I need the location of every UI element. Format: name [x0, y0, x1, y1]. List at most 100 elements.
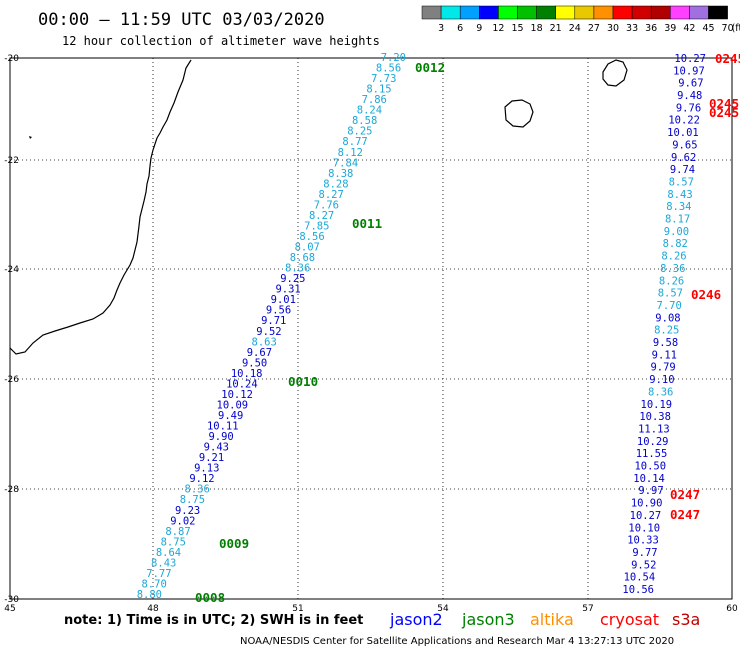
wave-height-value: 10.90: [631, 498, 663, 510]
pass-time-label: 0011: [352, 216, 382, 231]
wave-height-value: 9.08: [655, 312, 680, 324]
wave-height-value: 8.80: [137, 589, 162, 601]
latitude-tick-label: -22: [4, 156, 19, 166]
island-mark: [29, 136, 32, 139]
colorbar-swatch: [594, 6, 613, 19]
colorbar-swatch: [709, 6, 728, 19]
wave-height-value: 8.26: [659, 275, 684, 287]
colorbar-label: 45: [702, 23, 714, 34]
latitude-tick-label: -28: [4, 485, 19, 495]
colorbar-label: 39: [664, 23, 676, 34]
colorbar-swatch: [537, 6, 556, 19]
wave-height-value: 9.00: [664, 226, 689, 238]
reunion-island: [505, 100, 533, 127]
wave-height-value: 11.55: [636, 448, 668, 460]
satellite-legend-entry: jason3: [461, 610, 515, 629]
wave-height-value: 10.14: [633, 473, 665, 485]
pass-time-label: 0009: [219, 536, 249, 551]
satellite-legend-entry: s3a: [672, 610, 700, 629]
wave-height-value: 9.79: [650, 362, 675, 374]
latitude-tick-label: -20: [4, 54, 19, 64]
page-title: 00:00 – 11:59 UTC 03/03/2020: [38, 10, 325, 30]
colorbar-swatch: [689, 6, 708, 19]
wave-height-value: 9.74: [670, 164, 695, 176]
pass-time-label: 0246: [691, 287, 721, 302]
wave-height-value: 8.57: [658, 288, 683, 300]
wave-height-value: 8.25: [654, 325, 679, 337]
jason-track-west: 7.208.567.738.157.868.248.588.258.778.12…: [137, 52, 445, 605]
colorbar-label: 21: [550, 23, 562, 34]
page-subtitle: 12 hour collection of altimeter wave hei…: [62, 34, 380, 48]
pass-time-label: 0008: [195, 590, 225, 605]
wave-height-value: 8.57: [669, 176, 694, 188]
wave-height-value: 8.36: [648, 386, 673, 398]
colorbar-label: 30: [607, 23, 619, 34]
satellite-legend-entry: cryosat: [600, 610, 659, 629]
colorbar-label: 6: [457, 23, 463, 34]
map-frame: -20-22-24-26-28-30 45 48 51 54 57 60 7.208.56…: [4, 51, 740, 614]
wave-height-value: 9.67: [678, 78, 703, 90]
wave-height-value: 10.27: [674, 53, 706, 65]
graticule: [10, 58, 732, 599]
colorbar-label: 15: [511, 23, 523, 34]
pass-time-label: 0245: [709, 105, 739, 120]
pass-time-label: 0010: [288, 374, 318, 389]
wave-height-value: 9.48: [677, 90, 702, 102]
colorbar-label: 12: [492, 23, 504, 34]
wave-height-value: 10.50: [634, 461, 666, 473]
wave-height-value: 8.36: [660, 263, 685, 275]
colorbar-swatch: [422, 6, 441, 19]
colorbar-label: 18: [531, 23, 543, 34]
wave-height-value: 9.65: [672, 139, 697, 151]
colorbar-swatch: [670, 6, 689, 19]
latitude-tick-label: -24: [4, 265, 19, 275]
colorbar-label: 33: [626, 23, 638, 34]
colorbar-swatch: [632, 6, 651, 19]
pass-time-label: 0247: [670, 507, 700, 522]
wave-height-value: 9.77: [632, 547, 657, 559]
wave-height-value: 10.27: [630, 510, 662, 522]
colorbar-swatch: [651, 6, 670, 19]
colorbar-label: 24: [569, 23, 581, 34]
wave-height-value: 8.82: [663, 238, 688, 250]
colorbar-label: 3: [438, 23, 444, 34]
wave-height-value: 10.97: [673, 65, 705, 77]
wave-height-value: 11.13: [638, 423, 670, 435]
longitude-tick-label: 60: [726, 604, 738, 614]
mauritius-island: [603, 60, 627, 86]
colorbar-swatch: [441, 6, 460, 19]
wave-height-value: 9.62: [671, 152, 696, 164]
wave-height-value: 9.76: [676, 102, 701, 114]
wave-height-value: 10.10: [628, 522, 660, 534]
wave-height-value: 9.10: [649, 374, 674, 386]
credit-line: NOAA/NESDIS Center for Satellite Applica…: [240, 636, 674, 647]
wave-height-value: 10.19: [641, 399, 673, 411]
wave-height-value: 10.01: [667, 127, 699, 139]
latitude-tick-label: -26: [4, 375, 19, 385]
colorbar-label: 36: [645, 23, 657, 34]
wave-height-value: 9.97: [638, 485, 663, 497]
colorbar-label: (ft): [732, 23, 740, 34]
longitude-tick-label: 45: [4, 604, 15, 614]
latitude-ticks: -20-22-24-26-28-30: [4, 54, 19, 605]
wave-height-value: 8.43: [667, 189, 692, 201]
colorbar-label: 27: [588, 23, 600, 34]
wave-height-value: 7.70: [657, 300, 682, 312]
colorbar-swatch: [518, 6, 537, 19]
longitude-tick-label: 57: [582, 604, 593, 614]
colorbar-swatch: [460, 6, 479, 19]
pass-time-label: 0247: [670, 487, 700, 502]
wave-height-value: 10.33: [627, 535, 659, 547]
wave-height-value: 10.29: [637, 436, 669, 448]
satellite-legend-entry: jason2: [389, 610, 443, 629]
colorbar-swatch: [556, 6, 575, 19]
units-note: note: 1) Time is in UTC; 2) SWH is in fe…: [64, 613, 363, 628]
wave-height-value: 9.11: [652, 349, 677, 361]
colorbar-label: 9: [476, 23, 482, 34]
wave-height-value: 9.58: [653, 337, 678, 349]
pass-time-label: 0012: [415, 60, 445, 75]
wave-height-value: 10.54: [624, 572, 656, 584]
satellite-legend-entry: altika: [530, 610, 574, 629]
